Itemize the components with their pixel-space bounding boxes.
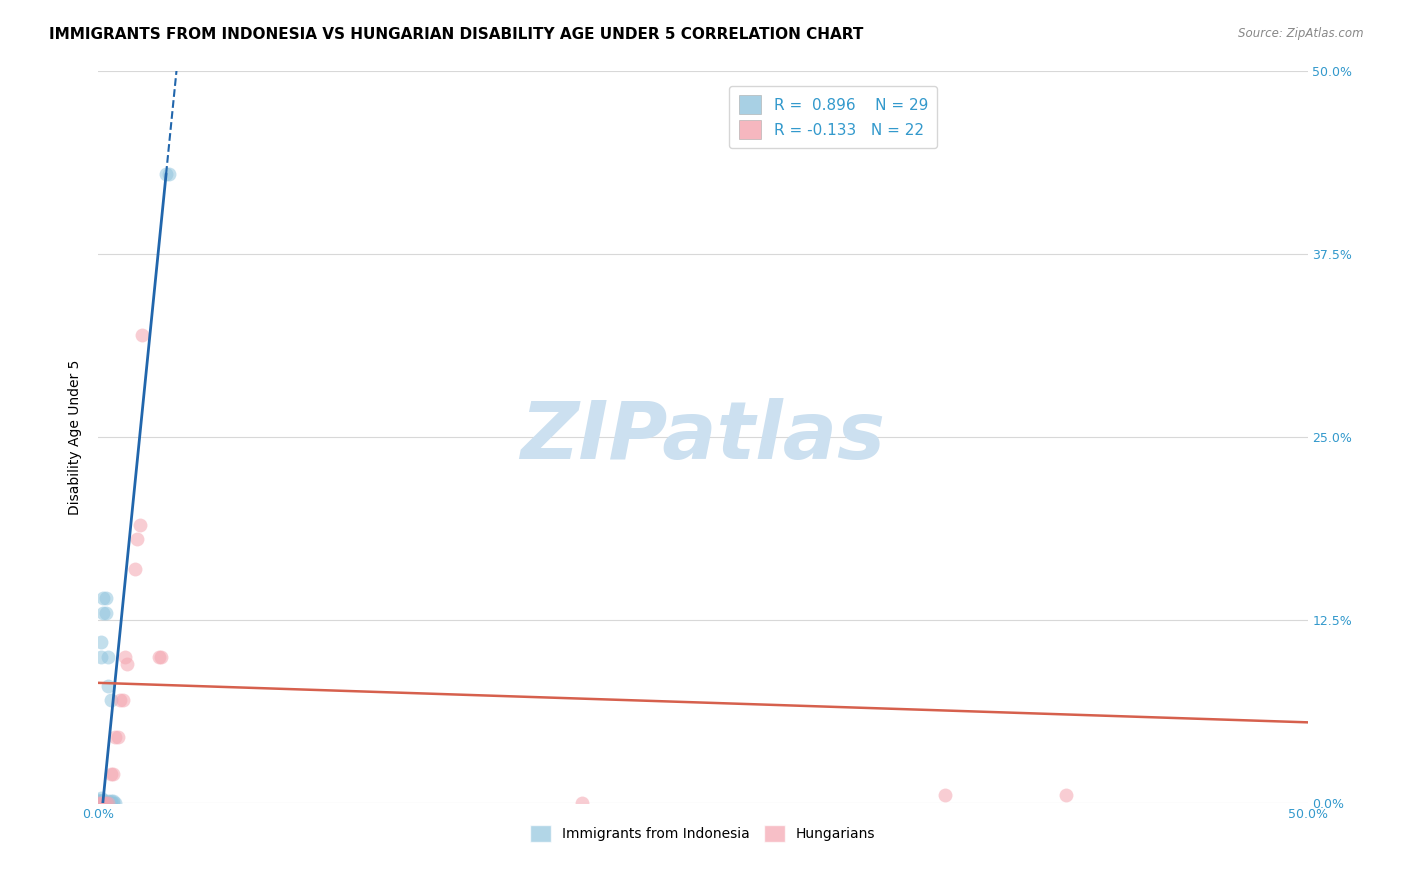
Point — [90, 794, 112, 808]
Point — [90, 635, 112, 649]
Point — [124, 562, 146, 576]
Point — [90, 796, 112, 810]
Point — [91, 796, 114, 810]
Point — [97, 649, 120, 664]
Point — [148, 649, 170, 664]
Point — [100, 693, 122, 707]
Point — [150, 649, 173, 664]
Point — [94, 796, 117, 810]
Point — [97, 794, 120, 808]
Point — [97, 679, 120, 693]
Point — [108, 693, 131, 707]
Point — [100, 766, 122, 780]
Point — [571, 796, 593, 810]
Point — [90, 649, 112, 664]
Point — [128, 517, 150, 532]
Point — [131, 327, 153, 342]
Point — [91, 794, 114, 808]
Point — [90, 791, 112, 805]
Point — [91, 591, 114, 605]
Point — [117, 657, 139, 671]
Point — [87, 796, 110, 810]
Point — [101, 796, 124, 810]
Text: ZIPatlas: ZIPatlas — [520, 398, 886, 476]
Point — [90, 796, 112, 810]
Point — [157, 167, 180, 181]
Point — [97, 796, 120, 810]
Point — [104, 730, 127, 744]
Point — [155, 167, 177, 181]
Point — [91, 793, 114, 807]
Point — [91, 606, 114, 620]
Point — [100, 796, 122, 810]
Point — [94, 796, 117, 810]
Point — [111, 693, 134, 707]
Point — [101, 766, 124, 780]
Text: IMMIGRANTS FROM INDONESIA VS HUNGARIAN DISABILITY AGE UNDER 5 CORRELATION CHART: IMMIGRANTS FROM INDONESIA VS HUNGARIAN D… — [49, 27, 863, 42]
Y-axis label: Disability Age Under 5: Disability Age Under 5 — [69, 359, 83, 515]
Point — [101, 794, 124, 808]
Point — [87, 796, 110, 810]
Point — [94, 591, 117, 605]
Point — [104, 796, 127, 810]
Point — [1054, 789, 1077, 803]
Point — [114, 649, 136, 664]
Point — [934, 789, 956, 803]
Point — [100, 794, 122, 808]
Point — [91, 796, 114, 810]
Text: Source: ZipAtlas.com: Source: ZipAtlas.com — [1239, 27, 1364, 40]
Point — [94, 796, 117, 810]
Legend: Immigrants from Indonesia, Hungarians: Immigrants from Indonesia, Hungarians — [524, 819, 882, 847]
Point — [97, 796, 120, 810]
Point — [127, 533, 149, 547]
Point — [87, 794, 110, 808]
Point — [87, 793, 110, 807]
Point — [107, 730, 129, 744]
Point — [94, 606, 117, 620]
